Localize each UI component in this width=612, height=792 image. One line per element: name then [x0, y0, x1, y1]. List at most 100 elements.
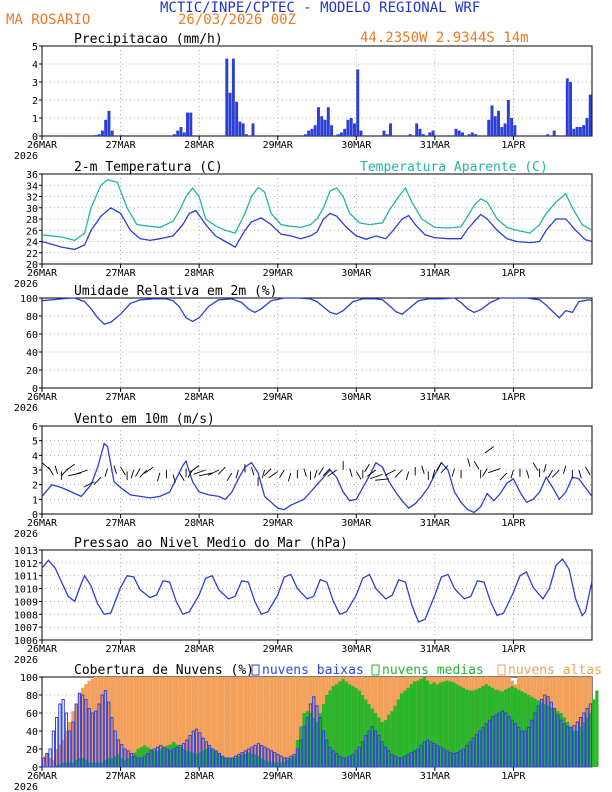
precip-bar [238, 121, 242, 136]
cloud-bar [139, 757, 143, 768]
cloud-bar [458, 686, 462, 767]
cloud-bar [207, 677, 212, 767]
cloud-bar [461, 687, 466, 767]
y-tick-label: 0 [32, 510, 38, 521]
cloud-bar [351, 753, 355, 768]
cloud-bar [510, 719, 514, 768]
cloud-bar [399, 693, 404, 767]
cloud-bar [81, 758, 85, 767]
cloud-bar [543, 704, 547, 767]
cloud-bar [240, 754, 244, 767]
cloud-bar [220, 756, 225, 767]
x-tick-label: 26MAR [27, 518, 58, 529]
precip-bar [552, 130, 556, 136]
cloud-bar [595, 690, 599, 767]
cloud-bar [321, 704, 326, 767]
wind-arrow [139, 469, 148, 478]
precip-bar [323, 119, 327, 136]
wind-arrow [364, 463, 370, 473]
cloud-bar [295, 748, 300, 768]
cloud-bar [282, 761, 287, 767]
cloud-bar [87, 762, 91, 767]
cloud-bar [383, 720, 387, 767]
wind-arrow [482, 468, 488, 477]
cloud-bar [74, 704, 78, 767]
wind-arrow [366, 469, 377, 477]
wind-arrow [65, 463, 75, 471]
wind-arrow [83, 481, 95, 488]
cloud-bar [412, 750, 417, 768]
cloud-bar [292, 677, 296, 767]
cloud-bar [315, 705, 319, 768]
y-tick-label: 36 [26, 170, 38, 181]
cloud-bar [110, 677, 114, 767]
cloud-bar [562, 717, 566, 767]
cloud-bar [422, 677, 427, 767]
x-tick-label: 1APR [501, 140, 526, 151]
cloud-bar [172, 677, 176, 767]
cloud-bar [84, 684, 88, 767]
cloud-bar [386, 750, 391, 768]
cloud-bar [168, 750, 173, 768]
cloud-bar [481, 726, 485, 768]
cloud-bar [286, 757, 290, 768]
cloud-bar [282, 677, 287, 767]
precip-title: Precipitacao (mm/h) [74, 32, 223, 47]
cloud-bar [100, 677, 104, 767]
cloud-bar [530, 719, 534, 768]
rh-frame [41, 297, 593, 389]
y-tick-label: 34 [26, 181, 38, 192]
cloud-bar [302, 713, 306, 767]
cloud-bar [487, 686, 492, 767]
cloud-bar [185, 739, 189, 768]
wind-arrow [130, 469, 135, 479]
cloud-bar [377, 735, 381, 768]
precip-bar [182, 132, 186, 136]
cloud-bar [142, 755, 147, 768]
precip-bar [487, 119, 491, 136]
wind-arrow [193, 469, 206, 475]
wind-arrow [547, 469, 554, 479]
cloud-bar [338, 681, 342, 767]
precip-bar [356, 69, 360, 136]
cloud-bar [500, 710, 505, 768]
cloud-bar [471, 737, 475, 768]
cloud-bar [100, 762, 104, 767]
precip-bar [97, 134, 101, 136]
y-tick-label: 1010 [14, 585, 38, 596]
y-tick-label: 32 [26, 193, 38, 204]
cloud-bar [48, 748, 52, 768]
cloud-bar [139, 747, 143, 767]
y-tick-label: 6 [32, 422, 38, 433]
cloud-bar [113, 756, 117, 767]
wind-arrow [370, 473, 383, 480]
x-tick-label: 31MAR [420, 771, 451, 782]
cloud-bar [491, 716, 495, 768]
cloud-bar [81, 694, 85, 768]
x-year-label: 2026 [14, 403, 38, 414]
x-tick-label: 28MAR [184, 644, 215, 655]
cloud-bar [370, 708, 374, 767]
cloud-bar [204, 749, 208, 767]
cloud-bar [123, 748, 127, 768]
precip-bar [467, 134, 471, 136]
cloud-bar [126, 677, 130, 767]
cloud-bar [146, 677, 150, 767]
cloud-bar [474, 734, 479, 768]
cloud-bar [191, 752, 195, 767]
station-coords: 44.2350W 2.9344S 14m [360, 30, 529, 46]
cloud-bar [399, 757, 404, 768]
cloud-bar [90, 762, 95, 767]
wind-arrow [355, 471, 362, 480]
cloud-bar [409, 684, 414, 767]
cloud-bar [214, 677, 218, 767]
precip-bar [94, 135, 98, 136]
cloud-bar [247, 748, 251, 768]
wind-arrow [303, 468, 307, 477]
cloud-bar [185, 750, 189, 767]
precip-bar [510, 118, 514, 136]
cloud-bar [383, 746, 387, 768]
cloud-bar [360, 695, 365, 767]
